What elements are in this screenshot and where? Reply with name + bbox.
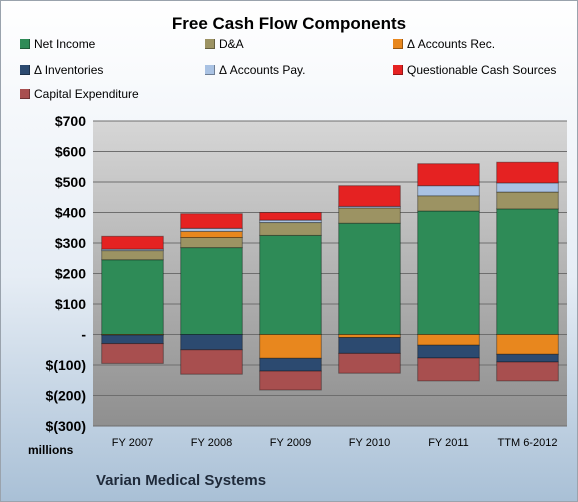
y-tick-label: $500 <box>55 174 86 190</box>
y-tick-label: $300 <box>55 235 86 251</box>
bar-segment <box>338 222 401 335</box>
bar-segment <box>259 212 322 221</box>
bar-segment <box>417 195 480 212</box>
bar-segment <box>496 353 559 363</box>
bar-segment <box>180 230 243 238</box>
bar-segment <box>259 234 322 335</box>
bar-segment <box>180 247 243 336</box>
legend-label: Questionable Cash Sources <box>407 63 557 77</box>
bar-segment <box>338 185 401 207</box>
bar-segment <box>101 259 164 335</box>
y-tick-label: $(300) <box>46 418 86 434</box>
bar-segment <box>101 334 164 345</box>
legend-item-da: D&A <box>205 37 244 51</box>
bar-segment <box>259 222 322 236</box>
y-tick-label: $600 <box>55 144 86 160</box>
bar-segment <box>417 357 480 382</box>
legend-label: Capital Expenditure <box>34 87 139 101</box>
x-tick-label: FY 2007 <box>112 437 153 449</box>
legend-swatch <box>20 89 30 99</box>
bar-segment <box>417 344 480 359</box>
legend-swatch <box>205 39 215 49</box>
x-tick-label: TTM 6-2012 <box>498 437 558 449</box>
legend-label: Net Income <box>34 37 96 51</box>
bar-segment <box>417 163 480 187</box>
legend-item-questionable-cash: Questionable Cash Sources <box>393 63 556 77</box>
bar-segment <box>338 207 401 224</box>
y-unit-label: millions <box>28 443 74 457</box>
bar-segment <box>180 349 243 375</box>
company-name: Varian Medical Systems <box>96 472 267 489</box>
bar-segment <box>101 250 164 261</box>
bar-segment <box>101 343 164 364</box>
y-tick-label: $200 <box>55 266 86 282</box>
x-tick-label: FY 2008 <box>191 437 232 449</box>
bar-segment <box>417 334 480 346</box>
bar-segment <box>338 337 401 354</box>
legend-item-capital-expenditure: Capital Expenditure <box>20 87 139 101</box>
bar-segment <box>180 237 243 249</box>
bar-segment <box>180 213 243 229</box>
chart-title: Free Cash Flow Components <box>171 14 407 33</box>
legend-swatch <box>393 39 403 49</box>
bar-segment <box>417 210 480 335</box>
bar-segment <box>259 334 322 359</box>
legend-swatch <box>20 65 30 75</box>
y-tick-label: $(200) <box>46 388 86 404</box>
legend-swatch <box>20 39 30 49</box>
bar-segment <box>101 235 164 250</box>
bar-segment <box>180 227 243 232</box>
legend-label: Δ Inventories <box>34 63 104 77</box>
bar-segment <box>180 334 243 351</box>
legend-item-accounts-pay: Δ Accounts Pay. <box>205 63 306 77</box>
bar-segment <box>496 208 559 335</box>
legend-item-accounts-rec: Δ Accounts Rec. <box>393 37 495 51</box>
bar-segment <box>496 334 559 355</box>
x-tick-label: FY 2010 <box>349 437 390 449</box>
bar-segment <box>259 370 322 391</box>
x-tick-label: FY 2011 <box>428 437 469 449</box>
bar-segment <box>496 182 559 193</box>
x-tick-label: FY 2009 <box>270 437 311 449</box>
bar-segment <box>338 352 401 374</box>
legend-item-net-income: Net Income <box>20 37 95 51</box>
y-tick-label: $400 <box>55 205 86 221</box>
legend-label: Δ Accounts Rec. <box>407 37 496 51</box>
bar-segment <box>496 361 559 382</box>
bar-segment <box>496 161 559 184</box>
bar-segment <box>496 191 559 210</box>
y-tick-label: - <box>81 327 86 343</box>
y-tick-label: $100 <box>55 296 86 312</box>
legend-swatch <box>205 65 215 75</box>
legend-swatch <box>393 65 403 75</box>
legend-label: D&A <box>219 37 244 51</box>
y-tick-label: $(100) <box>46 357 86 373</box>
y-tick-label: $700 <box>55 113 86 129</box>
bar-segment <box>417 185 480 197</box>
legend-label: Δ Accounts Pay. <box>219 63 306 77</box>
legend-item-inventories: Δ Inventories <box>20 63 103 77</box>
bar-segment <box>259 357 322 372</box>
